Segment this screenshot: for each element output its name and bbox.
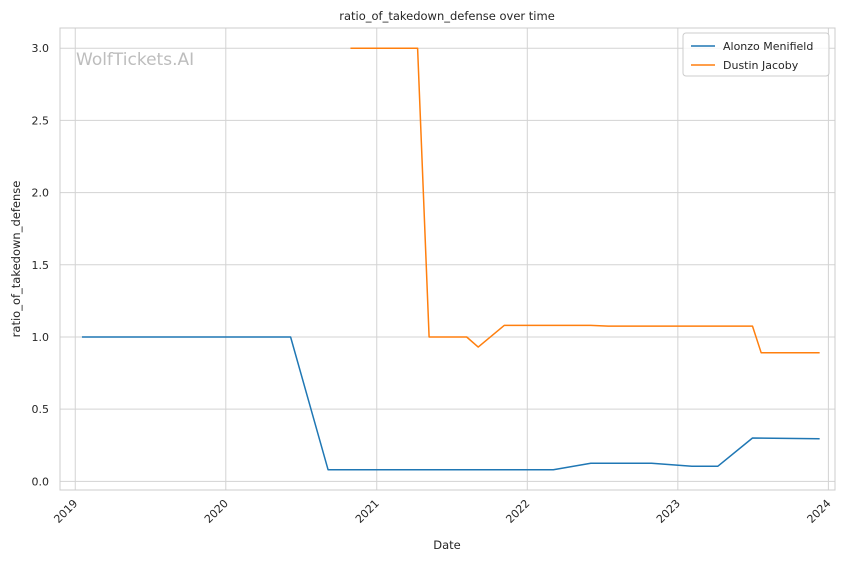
y-tick-label: 3.0 bbox=[32, 42, 50, 55]
series-line-2 bbox=[350, 47, 820, 354]
y-tick-label: 0.0 bbox=[32, 475, 50, 488]
series-lines bbox=[81, 47, 820, 471]
x-axis-label: Date bbox=[433, 538, 461, 552]
chart-title: ratio_of_takedown_defense over time bbox=[339, 9, 555, 23]
y-tick-label: 2.5 bbox=[32, 114, 50, 127]
y-axis-label: ratio_of_takedown_defense bbox=[9, 181, 23, 338]
legend-label: Alonzo Menifield bbox=[723, 40, 813, 53]
plot-frame bbox=[59, 27, 836, 491]
watermark: WolfTickets.AI bbox=[76, 50, 194, 70]
legend-box bbox=[682, 32, 830, 77]
y-tick-label: 1.5 bbox=[32, 259, 50, 272]
y-tick-label: 2.0 bbox=[32, 187, 50, 200]
legend: Alonzo Menifield Dustin Jacoby bbox=[682, 32, 830, 77]
y-tick-label: 1.0 bbox=[32, 331, 50, 344]
legend-label: Dustin Jacoby bbox=[723, 59, 799, 72]
series-line-1 bbox=[81, 336, 820, 471]
y-tick-label: 0.5 bbox=[32, 403, 50, 416]
